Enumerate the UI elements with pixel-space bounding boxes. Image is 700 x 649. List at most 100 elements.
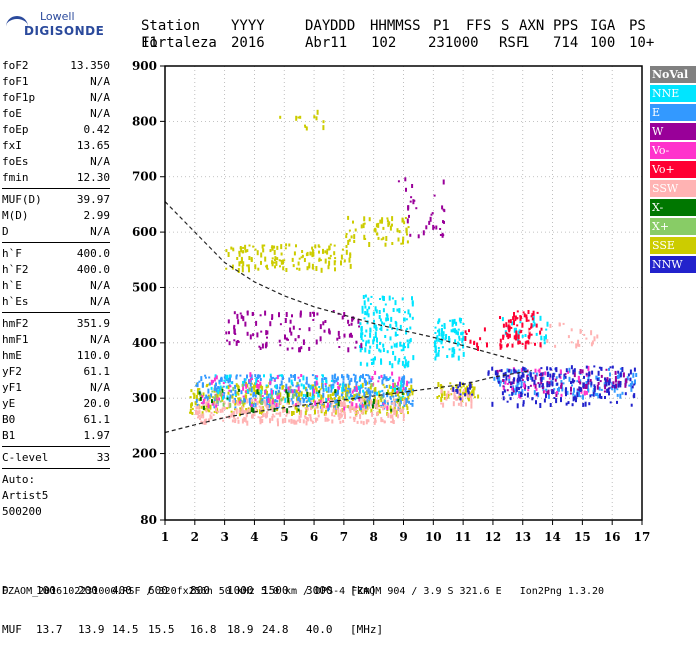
echo-point (617, 380, 620, 386)
echo-point (369, 385, 372, 390)
echo-point (621, 367, 624, 372)
echo-point (456, 342, 459, 347)
echo-point (201, 395, 204, 399)
muf-value: 40.0 (306, 623, 333, 636)
echo-point (318, 257, 321, 261)
echo-point (448, 337, 451, 343)
echo-point (409, 233, 412, 237)
echo-point (311, 405, 314, 408)
echo-point (342, 395, 345, 400)
echo-point (286, 393, 289, 399)
echo-point (366, 362, 369, 367)
echo-point (457, 396, 460, 399)
echo-point (204, 397, 206, 400)
echo-point (318, 393, 321, 397)
echo-point (539, 330, 542, 335)
echo-point (311, 267, 314, 270)
echo-point (330, 380, 333, 382)
echo-point (365, 312, 368, 316)
echo-point (401, 360, 404, 366)
echo-point (593, 365, 596, 368)
echo-point (273, 415, 276, 418)
echo-point (515, 386, 518, 392)
echo-point (240, 260, 242, 264)
echo-point (343, 384, 346, 387)
echo-point (567, 335, 570, 339)
echo-point (340, 413, 343, 418)
echo-point (279, 392, 282, 398)
echo-point (284, 417, 287, 423)
echo-point (227, 252, 230, 257)
echo-point (368, 242, 371, 247)
echo-point (332, 310, 335, 312)
echo-point (578, 386, 581, 389)
echo-point (333, 379, 336, 384)
echo-point (381, 389, 384, 392)
echo-point (521, 367, 523, 372)
echo-point (198, 391, 201, 395)
echo-point (397, 237, 400, 242)
echo-point (210, 393, 213, 398)
echo-point (274, 256, 277, 261)
echo-point (283, 408, 286, 413)
muf-value: 18.9 (227, 623, 254, 636)
param-value: 13.350 (70, 59, 110, 72)
echo-point (304, 407, 307, 410)
echo-point (396, 387, 399, 390)
distance-row: D 100 200 400 600 800 1000 1500 3000 [km] (2, 584, 422, 597)
echo-point (346, 390, 349, 392)
echo-point (461, 395, 464, 401)
echo-point (359, 322, 362, 326)
echo-point (605, 368, 608, 371)
echo-point (389, 397, 392, 400)
echo-point (554, 378, 557, 382)
echo-point (208, 382, 211, 386)
echo-point (237, 419, 240, 424)
echo-point (389, 225, 392, 231)
echo-point (235, 408, 238, 413)
echo-point (221, 398, 224, 402)
echo-point (322, 125, 325, 131)
y-tick-label: 200 (132, 447, 157, 461)
echo-point (298, 257, 301, 260)
echo-point (200, 402, 203, 405)
echo-points (189, 109, 638, 427)
echo-point (314, 384, 317, 390)
echo-point (243, 397, 246, 403)
echo-point (630, 403, 633, 407)
echo-point (358, 325, 361, 328)
echo-point (327, 390, 330, 393)
echo-point (457, 355, 460, 361)
echo-point (575, 397, 577, 403)
echo-point (379, 219, 382, 224)
echo-point (530, 315, 533, 318)
echo-point (237, 392, 240, 396)
echo-point (507, 319, 510, 323)
echo-point (291, 384, 294, 387)
echo-point (441, 328, 443, 333)
echo-point (236, 340, 239, 343)
echo-point (590, 381, 593, 386)
echo-point (237, 388, 240, 392)
echo-point (407, 309, 410, 315)
echo-point (254, 264, 257, 270)
echo-point (395, 321, 398, 327)
echo-point (543, 398, 546, 403)
echo-point (222, 402, 225, 407)
echo-point (362, 373, 364, 379)
echo-point (338, 346, 341, 348)
echo-point (437, 382, 440, 387)
echo-point (383, 399, 386, 405)
echo-point (239, 407, 242, 410)
echo-point (587, 365, 590, 371)
echo-point (355, 393, 358, 396)
echo-point (567, 401, 570, 405)
echo-point (277, 421, 279, 427)
echo-point (578, 392, 580, 397)
echo-point (271, 415, 274, 421)
echo-point (370, 399, 372, 405)
echo-point (513, 327, 516, 333)
echo-point (565, 402, 568, 406)
echo-point (555, 392, 558, 397)
echo-point (311, 252, 314, 258)
